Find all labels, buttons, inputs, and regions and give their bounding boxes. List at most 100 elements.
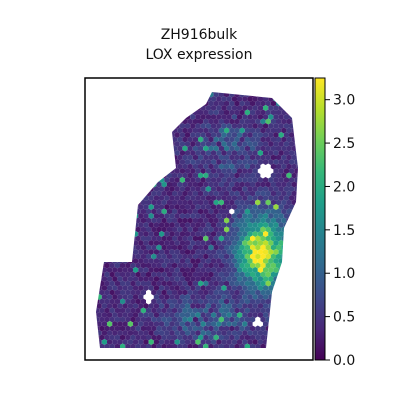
spot <box>146 307 152 314</box>
spot <box>250 280 256 287</box>
spot <box>226 222 232 228</box>
spot <box>107 276 113 282</box>
spot <box>125 307 131 314</box>
spot <box>268 123 274 129</box>
spot <box>255 172 261 179</box>
spot <box>200 231 206 237</box>
spot <box>187 118 193 125</box>
spot <box>231 168 237 174</box>
spot <box>109 307 115 314</box>
spot <box>182 280 188 287</box>
spot <box>231 204 237 210</box>
spot <box>211 159 217 165</box>
spot <box>146 280 152 287</box>
spot <box>114 298 120 305</box>
spot <box>99 334 105 341</box>
spot <box>218 280 224 287</box>
spot <box>203 325 209 332</box>
spot <box>151 343 157 348</box>
spot <box>205 231 211 237</box>
spot <box>169 195 175 201</box>
spot <box>182 208 188 215</box>
spot <box>179 177 185 183</box>
spot <box>138 249 144 255</box>
spot <box>133 339 139 345</box>
spot <box>226 186 232 192</box>
spot <box>190 312 196 318</box>
spot <box>239 235 245 242</box>
spot <box>120 262 126 269</box>
spot <box>247 276 253 282</box>
spot <box>276 109 282 116</box>
spot <box>104 280 110 287</box>
spot <box>216 141 222 147</box>
spot <box>244 262 250 269</box>
spot <box>216 339 222 345</box>
spot <box>278 150 284 156</box>
spot <box>109 280 115 287</box>
spot <box>257 96 263 102</box>
spot <box>177 154 183 161</box>
spot <box>273 105 279 111</box>
spot <box>239 100 245 107</box>
spot <box>278 195 284 201</box>
spot <box>146 343 152 348</box>
spot <box>140 298 146 305</box>
spot <box>146 226 152 233</box>
spot <box>198 334 204 341</box>
spot <box>114 343 121 348</box>
spot <box>283 159 289 165</box>
spot <box>216 321 222 327</box>
spot <box>164 276 170 282</box>
spot <box>218 208 224 215</box>
spot <box>153 213 159 219</box>
spot <box>203 235 209 242</box>
spot <box>156 190 162 197</box>
spot <box>226 141 232 147</box>
spot <box>278 240 284 246</box>
spot <box>244 253 250 260</box>
spot <box>213 262 219 269</box>
spot <box>203 334 209 341</box>
spot <box>276 136 282 143</box>
spot <box>146 253 152 260</box>
spot <box>281 118 287 125</box>
spot <box>159 303 165 309</box>
spot <box>242 114 248 120</box>
spot <box>242 96 248 102</box>
spot <box>239 172 245 179</box>
spot <box>203 181 209 188</box>
spot <box>151 334 157 341</box>
spot <box>159 294 165 300</box>
spot <box>148 204 154 210</box>
spot <box>237 294 243 300</box>
spot <box>257 303 263 309</box>
spot <box>291 172 297 179</box>
spot <box>192 280 198 287</box>
spot <box>161 199 167 206</box>
spot <box>185 312 191 318</box>
spot <box>166 190 172 197</box>
spot <box>107 339 113 345</box>
spot <box>146 271 152 278</box>
spot <box>172 136 178 143</box>
spot <box>216 114 222 120</box>
spot <box>120 307 126 314</box>
spot <box>234 199 240 206</box>
spot <box>237 150 243 156</box>
spot <box>270 199 276 206</box>
spot <box>195 330 201 336</box>
spot <box>252 339 258 345</box>
spot <box>224 172 230 179</box>
spot <box>192 145 198 152</box>
spot <box>156 298 162 305</box>
spot <box>190 195 196 201</box>
spot <box>101 303 107 309</box>
spot <box>221 249 227 255</box>
spot <box>159 321 165 327</box>
spot <box>263 114 269 120</box>
spot <box>187 280 193 287</box>
spot <box>270 172 276 179</box>
spot <box>198 271 204 278</box>
